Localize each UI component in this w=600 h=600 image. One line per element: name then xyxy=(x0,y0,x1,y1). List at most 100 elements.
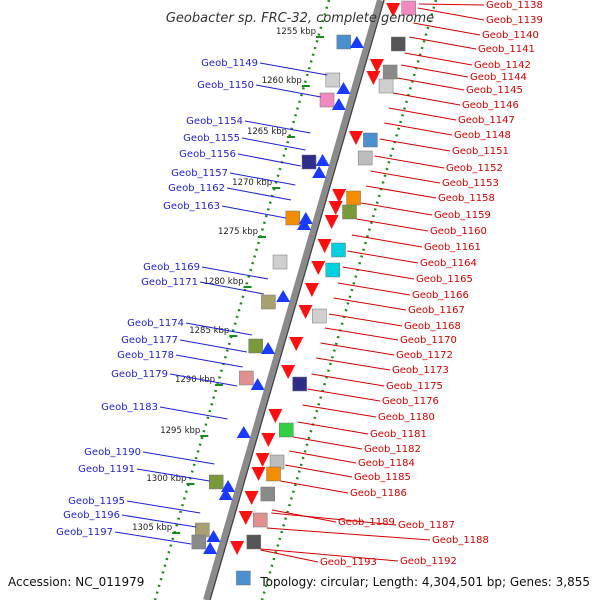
gene-label-left: Geob_1163 xyxy=(163,201,220,212)
leader-line xyxy=(266,527,431,541)
leader-line xyxy=(199,281,264,295)
leader-line xyxy=(126,500,201,514)
gene-block xyxy=(301,154,317,170)
gene-label-left: Geob_1156 xyxy=(179,149,236,160)
gene-label-right: Geob_1185 xyxy=(354,472,411,483)
leader-line xyxy=(259,62,328,76)
forward-gene-arrow xyxy=(298,212,313,224)
gene-label-right: Geob_1148 xyxy=(454,130,511,141)
gene-label-left: Geob_1157 xyxy=(171,168,228,179)
leader-line xyxy=(361,202,433,216)
kbp-tick-label: 1305 kbp xyxy=(132,523,172,533)
gene-label-left: Geob_1162 xyxy=(168,183,225,194)
leader-line xyxy=(333,297,407,311)
leader-line xyxy=(409,36,477,50)
leader-line xyxy=(289,450,357,464)
gene-label-right: Geob_1168 xyxy=(404,321,461,332)
leader-line xyxy=(255,84,321,98)
accession-text: Accession: NC_011979 xyxy=(8,575,144,589)
leader-line xyxy=(142,451,215,465)
gene-label-left: Geob_1169 xyxy=(143,262,200,273)
leader-line xyxy=(201,266,269,280)
leader-line xyxy=(413,22,481,36)
gene-label-right: Geob_1181 xyxy=(370,429,427,440)
gene-block xyxy=(312,308,327,324)
gene-block xyxy=(208,474,224,490)
leader-line xyxy=(179,339,248,353)
gene-layer xyxy=(191,0,416,586)
reverse-gene-arrow xyxy=(289,337,304,351)
gene-label-right: Geob_1184 xyxy=(358,458,415,469)
gene-label-right: Geob_1192 xyxy=(400,556,457,567)
leader-line xyxy=(307,388,381,402)
gene-label-left: Geob_1155 xyxy=(183,133,240,144)
leader-line xyxy=(401,64,469,78)
gene-label-right: Geob_1166 xyxy=(412,290,469,301)
kbp-tick-label: 1265 kbp xyxy=(247,127,287,137)
forward-gene-arrow xyxy=(203,542,218,554)
reverse-gene-arrow xyxy=(332,189,347,203)
gene-block xyxy=(331,242,346,258)
forward-gene-arrow xyxy=(336,82,351,94)
gene-label-right: Geob_1158 xyxy=(438,193,495,204)
forward-gene-arrow xyxy=(315,154,330,166)
gene-block xyxy=(191,534,207,550)
gene-label-left: Geob_1174 xyxy=(127,318,184,329)
gene-label-right: Geob_1176 xyxy=(382,396,439,407)
gene-label-left: Geob_1171 xyxy=(141,277,198,288)
leader-line xyxy=(328,313,403,327)
gene-block xyxy=(285,210,301,226)
gene-label-right: Geob_1172 xyxy=(396,350,453,361)
leader-line xyxy=(316,357,391,371)
gene-label-left: Geob_1190 xyxy=(84,447,141,458)
gene-block xyxy=(401,0,416,16)
gene-block xyxy=(246,534,262,550)
kbp-tick-label: 1275 kbp xyxy=(218,227,258,237)
gene-label-right: Geob_1170 xyxy=(400,335,457,346)
gene-block xyxy=(342,204,357,220)
gene-block xyxy=(325,72,341,88)
gene-label-left: Geob_1196 xyxy=(63,510,120,521)
leader-line xyxy=(365,185,437,199)
forward-gene-arrow xyxy=(312,166,327,178)
reverse-gene-arrow xyxy=(324,215,339,229)
gene-label-left: Geob_1154 xyxy=(186,116,243,127)
forward-gene-arrow xyxy=(206,530,221,542)
reverse-gene-arrow xyxy=(386,3,401,17)
forward-gene-arrow xyxy=(250,378,265,390)
gene-label-right: Geob_1164 xyxy=(420,258,477,269)
reverse-gene-arrow xyxy=(369,59,384,73)
leader-line xyxy=(347,250,419,264)
reverse-gene-arrow xyxy=(348,131,363,145)
gene-label-right: Geob_1188 xyxy=(432,535,489,546)
leader-line-layer xyxy=(114,3,485,563)
kbp-tick-label: 1255 kbp xyxy=(276,27,316,37)
gene-label-left: Geob_1183 xyxy=(101,402,158,413)
gene-label-right: Geob_1187 xyxy=(398,520,455,531)
reverse-gene-arrow xyxy=(238,511,253,525)
leader-line xyxy=(114,531,192,545)
gene-label-right: Geob_1146 xyxy=(462,100,519,111)
forward-gene-arrow xyxy=(331,98,346,110)
kbp-tick-label: 1295 kbp xyxy=(160,426,200,436)
track-layer: 1255 kbp 1260 kbp 1265 kbp 1270 kbp 1275 kbp… xyxy=(132,0,438,600)
gene-block xyxy=(363,132,378,148)
gene-block xyxy=(357,150,373,166)
reverse-gene-arrow xyxy=(261,433,276,447)
gene-label-right: Geob_1139 xyxy=(486,15,543,26)
gene-label-left: Geob_1177 xyxy=(121,335,178,346)
gene-label-right: Geob_1182 xyxy=(364,444,421,455)
reverse-gene-arrow xyxy=(304,283,319,297)
reverse-gene-arrow xyxy=(268,409,283,423)
forward-gene-arrow xyxy=(218,488,233,500)
leader-line xyxy=(324,327,399,341)
leader-line xyxy=(260,549,319,563)
kbp-tick-label: 1300 kbp xyxy=(146,474,186,484)
reverse-gene-arrow xyxy=(244,491,259,505)
forward-gene-arrow xyxy=(236,426,251,438)
leader-line xyxy=(226,187,292,201)
genome-title: Geobacter sp. FRC-32, complete genome xyxy=(166,11,434,26)
forward-gene-arrow xyxy=(349,36,364,48)
leader-line xyxy=(337,282,411,296)
leader-line xyxy=(229,172,296,186)
